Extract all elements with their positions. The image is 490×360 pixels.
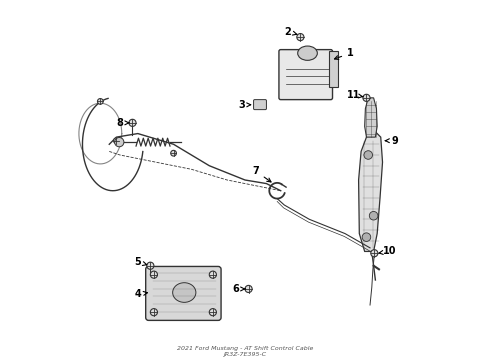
Circle shape (115, 138, 124, 147)
Circle shape (147, 262, 154, 269)
Text: 7: 7 (252, 166, 271, 182)
Text: 4: 4 (134, 289, 147, 299)
Circle shape (362, 233, 371, 242)
Ellipse shape (172, 283, 196, 302)
Circle shape (150, 309, 157, 316)
Circle shape (150, 271, 157, 278)
Text: 10: 10 (379, 247, 396, 256)
Text: 9: 9 (386, 136, 398, 146)
Text: 2: 2 (285, 27, 297, 37)
Text: 8: 8 (117, 118, 129, 128)
FancyBboxPatch shape (279, 50, 333, 100)
Circle shape (371, 249, 378, 257)
FancyBboxPatch shape (329, 51, 338, 87)
Circle shape (209, 271, 217, 278)
Circle shape (171, 150, 176, 156)
Circle shape (363, 94, 370, 102)
Text: 1: 1 (335, 48, 354, 59)
FancyBboxPatch shape (253, 100, 267, 110)
Text: 5: 5 (134, 257, 147, 267)
Circle shape (245, 285, 252, 293)
Ellipse shape (298, 46, 318, 60)
Circle shape (369, 211, 378, 220)
Circle shape (114, 138, 119, 144)
Text: 2021 Ford Mustang - AT Shift Control Cable
JR3Z-7E395-C: 2021 Ford Mustang - AT Shift Control Cab… (177, 346, 313, 357)
Circle shape (297, 33, 304, 41)
Text: 6: 6 (233, 284, 245, 294)
Polygon shape (365, 98, 377, 137)
Circle shape (129, 119, 136, 126)
Text: 3: 3 (238, 100, 251, 110)
Polygon shape (359, 130, 383, 251)
Circle shape (364, 151, 372, 159)
FancyBboxPatch shape (146, 266, 221, 320)
Circle shape (209, 309, 217, 316)
Text: 11: 11 (347, 90, 364, 100)
Circle shape (98, 99, 103, 104)
